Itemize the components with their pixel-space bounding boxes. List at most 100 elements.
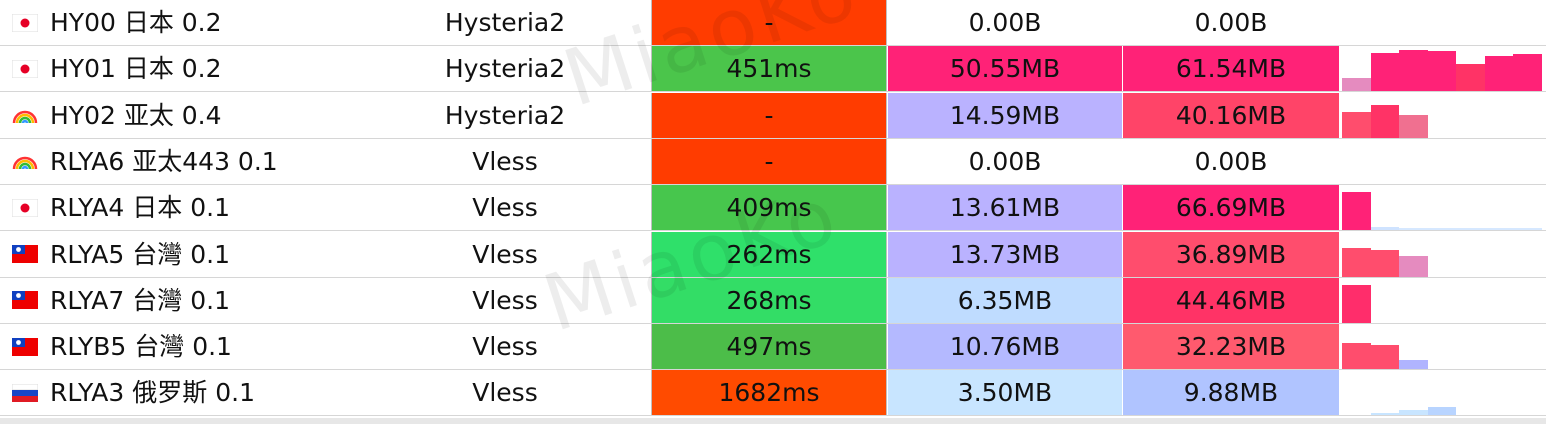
sparkline-bar	[1456, 64, 1485, 92]
sparkline-bar	[1370, 413, 1399, 416]
sparkline-bar	[1456, 228, 1485, 231]
upload-traffic-cell: 13.61MB	[888, 185, 1122, 231]
traffic-sparkline	[1342, 185, 1546, 231]
protocol-cell: Hysteria2	[444, 100, 566, 130]
sparkline-bar	[1370, 250, 1399, 277]
upload-traffic-cell: 50.55MB	[888, 46, 1122, 92]
russia-flag-icon	[12, 383, 38, 402]
sparkline-bar	[1342, 77, 1371, 92]
table-row: RLYA7 台灣 0.1 Vless 268ms 6.35MB 44.46MB	[0, 277, 1546, 324]
latency-cell: 497ms	[651, 324, 887, 370]
table-row: HY00 日本 0.2 Hysteria2-0.00B 0.00B	[0, 0, 1546, 46]
sparkline-bar	[1370, 104, 1399, 138]
sparkline-bar	[1342, 247, 1371, 277]
protocol-cell: Vless	[472, 193, 538, 223]
protocol-cell: Vless	[472, 332, 538, 362]
taiwan-flag-icon	[12, 291, 38, 310]
node-name-cell: HY00 日本 0.2	[12, 0, 442, 45]
node-name: RLYB5 台灣 0.1	[50, 332, 232, 362]
download-traffic-cell: 36.89MB	[1123, 231, 1339, 277]
node-name-cell: HY01 日本 0.2	[12, 46, 442, 91]
download-traffic-cell: 32.23MB	[1123, 324, 1339, 370]
sparkline-bar	[1399, 228, 1428, 231]
sparkline-bar	[1399, 50, 1428, 92]
protocol-cell: Vless	[472, 285, 538, 315]
sparkline-bar	[1399, 410, 1428, 416]
node-name-cell: HY02 亚太 0.4	[12, 93, 442, 138]
traffic-sparkline	[1342, 46, 1546, 92]
latency-cell: 268ms	[651, 277, 887, 323]
download-traffic-cell: 66.69MB	[1123, 185, 1339, 231]
download-traffic-cell: 61.54MB	[1123, 46, 1339, 92]
protocol-cell: Vless	[472, 146, 538, 176]
upload-traffic-cell: 0.00B	[888, 138, 1122, 184]
protocol-cell: Vless	[472, 378, 538, 408]
sparkline-bar	[1342, 285, 1371, 323]
sparkline-bar	[1513, 54, 1542, 92]
sparkline-bar	[1513, 227, 1542, 231]
node-name: RLYA4 日本 0.1	[50, 193, 230, 223]
upload-traffic-cell: 0.00B	[888, 0, 1122, 45]
node-name-cell: RLYA3 俄罗斯 0.1	[12, 370, 442, 415]
japan-flag-icon	[12, 13, 38, 32]
node-name: RLYA6 亚太443 0.1	[50, 146, 278, 176]
table-footer	[0, 418, 1546, 424]
node-name-cell: RLYA5 台灣 0.1	[12, 232, 442, 277]
sparkline-bar	[1427, 407, 1456, 416]
table-row: RLYA5 台灣 0.1 Vless 262ms 13.73MB 36.89MB	[0, 231, 1546, 278]
upload-traffic-cell: 3.50MB	[888, 370, 1122, 416]
download-traffic-cell: 0.00B	[1123, 138, 1339, 184]
traffic-sparkline	[1342, 0, 1546, 45]
traffic-sparkline	[1342, 232, 1546, 277]
latency-cell: -	[651, 0, 887, 45]
sparkline-bar	[1484, 227, 1513, 231]
latency-cell: 1682ms	[651, 370, 887, 416]
sparkline-bar	[1427, 228, 1456, 231]
table-row: HY02 亚太 0.4 Hysteria2 -14.59MB 40.16MB	[0, 92, 1546, 139]
upload-traffic-cell: 13.73MB	[888, 231, 1122, 277]
protocol-cell: Vless	[472, 239, 538, 269]
japan-flag-icon	[12, 198, 38, 217]
node-name-cell: RLYA6 亚太443 0.1	[12, 139, 442, 184]
japan-flag-icon	[12, 59, 38, 78]
table-row: RLYA6 亚太443 0.1 Vless -0.00B 0.00B	[0, 138, 1546, 185]
node-name-cell: RLYB5 台灣 0.1	[12, 324, 442, 369]
sparkline-bar	[1399, 359, 1428, 370]
sparkline-bar	[1399, 256, 1428, 277]
traffic-sparkline	[1342, 139, 1546, 184]
latency-cell: 262ms	[651, 231, 887, 277]
sparkline-bar	[1370, 226, 1399, 231]
protocol-cell: Hysteria2	[444, 8, 566, 37]
node-name-cell: RLYA4 日本 0.1	[12, 185, 442, 230]
upload-traffic-cell: 14.59MB	[888, 92, 1122, 138]
table-row: RLYA3 俄罗斯 0.1 Vless 1682ms 3.50MB 9.88MB	[0, 370, 1546, 417]
node-name: RLYA3 俄罗斯 0.1	[50, 378, 255, 408]
sparkline-bar	[1370, 344, 1399, 370]
latency-cell: 451ms	[651, 46, 887, 92]
sparkline-bar	[1427, 51, 1456, 92]
taiwan-flag-icon	[12, 337, 38, 356]
traffic-sparkline	[1342, 370, 1546, 416]
traffic-sparkline	[1342, 93, 1546, 138]
upload-traffic-cell: 6.35MB	[888, 277, 1122, 323]
protocol-cell: Hysteria2	[444, 54, 566, 84]
latency-cell: -	[651, 92, 887, 138]
sparkline-bar	[1342, 343, 1371, 370]
node-name: HY00 日本 0.2	[50, 8, 222, 37]
sparkline-bar	[1370, 52, 1399, 92]
sparkline-bar	[1484, 55, 1513, 92]
traffic-sparkline	[1342, 278, 1546, 323]
node-name: HY02 亚太 0.4	[50, 100, 222, 130]
rainbow-icon	[12, 106, 38, 124]
latency-cell: -	[651, 138, 887, 184]
sparkline-bar	[1399, 114, 1428, 138]
download-traffic-cell: 40.16MB	[1123, 92, 1339, 138]
node-name: HY01 日本 0.2	[50, 54, 222, 84]
table-row: RLYA4 日本 0.1 Vless 409ms 13.61MB 66.69MB	[0, 185, 1546, 232]
sparkline-bar	[1342, 191, 1371, 231]
latency-cell: 409ms	[651, 185, 887, 231]
upload-traffic-cell: 10.76MB	[888, 324, 1122, 370]
taiwan-flag-icon	[12, 245, 38, 263]
rainbow-icon	[12, 152, 38, 170]
node-name-cell: RLYA7 台灣 0.1	[12, 278, 442, 323]
